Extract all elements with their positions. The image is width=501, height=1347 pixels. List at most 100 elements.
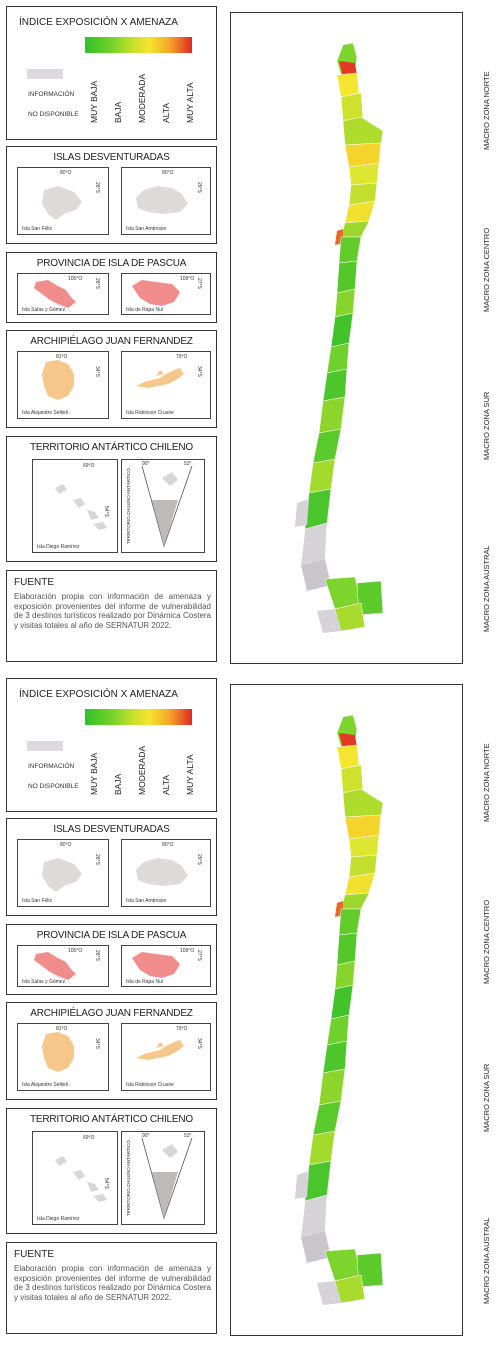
fuente-title: FUENTE	[14, 577, 54, 588]
inset-salas-y-gomez: 105°O 26°S Isla Salas y Gómez	[17, 273, 109, 315]
lon-tick: 69°O	[83, 463, 95, 469]
zone-label-centro: MACRO ZONA CENTRO	[482, 899, 491, 984]
territorio-antartico-sector	[141, 1137, 193, 1220]
zone-label-sur: MACRO ZONA SUR	[482, 391, 491, 460]
chile-map	[295, 42, 384, 633]
inset-rapa-nui: 109°O 27°S Isla de Rapa Nui	[121, 273, 211, 315]
inset-diego-ramirez: 69°O 54°S Isla Diego Ramírez	[32, 459, 118, 553]
region-ohiggins	[330, 984, 354, 1020]
inset-caption: Isla San Félix	[22, 898, 53, 904]
lon-tick: 80°O	[60, 170, 72, 176]
region-magallanes-nodata	[301, 1231, 331, 1263]
class-label-muy-baja: MUY BAJA	[89, 752, 99, 795]
region-magallanes-s	[334, 1274, 366, 1304]
alejandro-selkirk-shape	[42, 360, 74, 400]
chile-map	[295, 714, 384, 1305]
lon-tick: 80°O	[162, 170, 174, 176]
lat-tick: 34°S	[196, 1038, 202, 1049]
zone-label-austral: MACRO ZONA AUSTRAL	[482, 545, 491, 632]
inset-caption: Isla San Ambrosio	[126, 226, 167, 232]
map-panel: ÍNDICE EXPOSICIÓN X AMENAZA INFORMACIÓN …	[0, 672, 501, 1344]
san-ambrosio-shape	[136, 186, 188, 214]
juan-fernandez-box: ARCHIPIÉLAGO JUAN FERNANDEZ 81°O 34°S Is…	[6, 1002, 217, 1100]
inset-san-felix: 80°O 26°S Isla San Félix	[17, 167, 109, 235]
inset-caption: Isla Alejandro Selkirk	[22, 1082, 69, 1088]
region-chiloe-nodata	[295, 499, 309, 527]
region-araucania	[318, 396, 346, 434]
lon-tick: 105°O	[68, 948, 83, 954]
fuente-text: Elaboración propia con información de am…	[14, 592, 211, 630]
inset-caption: Isla Diego Ramírez	[37, 1216, 80, 1222]
rapa-nui-shape	[132, 280, 180, 306]
region-santiago	[334, 288, 356, 318]
territorio-antartico-sector	[141, 465, 193, 548]
diego-ramirez-shape	[55, 1156, 107, 1202]
class-label-muy-alta: MUY ALTA	[185, 754, 195, 795]
region-tarapaca	[336, 72, 360, 98]
fuente-title: FUENTE	[14, 1249, 54, 1260]
lon-tick-left: 90°	[142, 461, 150, 467]
antartico-box: TERRITORIO ANTÁRTICO CHILENO 69°O 54°S I…	[6, 1108, 217, 1234]
zone-label-centro: MACRO ZONA CENTRO	[482, 227, 491, 312]
lat-tick: 54°S	[103, 1178, 109, 1189]
fuente-box: FUENTE Elaboración propia con informació…	[6, 570, 217, 662]
lon-tick: 109°O	[180, 276, 195, 282]
lon-tick-right: 53°	[184, 1133, 192, 1139]
lon-tick: 80°O	[60, 842, 72, 848]
lon-tick: 80°O	[162, 842, 174, 848]
diego-ramirez-shape	[55, 484, 107, 530]
region-arica-coast	[339, 61, 357, 77]
lat-tick: 26°S	[94, 950, 100, 961]
region-aysen-nodata	[300, 1194, 328, 1238]
region-santiago	[334, 960, 356, 990]
class-label-baja: BAJA	[113, 773, 123, 795]
class-label-moderada: MODERADA	[137, 73, 147, 123]
inset-caption: Isla San Félix	[22, 226, 53, 232]
san-ambrosio-shape	[136, 858, 188, 886]
no-data-swatch	[27, 741, 63, 751]
salas-y-gomez-shape	[34, 280, 76, 308]
region-biobio	[322, 368, 348, 402]
legend-box: ÍNDICE EXPOSICIÓN X AMENAZA INFORMACIÓN …	[6, 6, 217, 140]
pascua-title: PROVINCIA DE ISLA DE PASCUA	[36, 258, 187, 269]
lon-tick: 81°O	[56, 1026, 68, 1032]
inset-rapa-nui: 109°O 27°S Isla de Rapa Nui	[121, 945, 211, 987]
lat-tick: 27°S	[196, 278, 202, 289]
juan-fernandez-title: ARCHIPIÉLAGO JUAN FERNANDEZ	[30, 336, 193, 347]
legend-title: ÍNDICE EXPOSICIÓN X AMENAZA	[19, 689, 178, 700]
lon-tick: 69°O	[83, 1135, 95, 1141]
lat-tick: 34°S	[94, 1038, 100, 1049]
desventuradas-box: ISLAS DESVENTURADAS 80°O 26°S Isla San F…	[6, 146, 217, 244]
antartico-title: TERRITORIO ANTÁRTICO CHILENO	[30, 1114, 193, 1125]
juan-fernandez-box: ARCHIPIÉLAGO JUAN FERNANDEZ 81°O 34°S Is…	[6, 330, 217, 428]
region-coquimbo-n	[340, 220, 370, 238]
region-magallanes-nodata	[301, 559, 331, 591]
map-panel: ÍNDICE EXPOSICIÓN X AMENAZA INFORMACIÓN …	[0, 0, 501, 672]
alejandro-selkirk-shape	[42, 1032, 74, 1072]
zone-label-norte: MACRO ZONA NORTE	[482, 71, 491, 150]
san-felix-shape	[42, 858, 82, 892]
region-araucania	[318, 1068, 346, 1106]
robinson-crusoe-shape	[136, 1040, 184, 1060]
inset-caption: Isla Salas y Gómez	[22, 979, 66, 985]
inset-territorio-antartico: 90° 53° TERRITORIO CHILENO ANTÁRTICO	[121, 1131, 205, 1225]
lat-tick: 34°S	[196, 366, 202, 377]
desventuradas-box: ISLAS DESVENTURADAS 80°O 26°S Isla San F…	[6, 818, 217, 916]
region-islands-nodata	[317, 609, 341, 633]
lon-tick: 81°O	[56, 354, 68, 360]
class-label-alta: ALTA	[161, 103, 171, 123]
inset-territorio-antartico: 90° 53° TERRITORIO CHILENO ANTÁRTICO	[121, 459, 205, 553]
lat-tick: 27°S	[196, 950, 202, 961]
inset-san-ambrosio: 80°O 26°S Isla San Ambrosio	[121, 839, 211, 907]
fuente-text: Elaboración propia con información de am…	[14, 1264, 211, 1302]
region-chiloe-nodata	[295, 1171, 309, 1199]
region-valparaiso	[336, 260, 358, 294]
region-los-rios	[312, 428, 342, 464]
region-coquimbo	[338, 908, 362, 936]
rapa-nui-shape	[132, 952, 180, 978]
class-label-alta: ALTA	[161, 775, 171, 795]
region-coquimbo-n	[340, 892, 370, 910]
lon-tick-right: 53°	[184, 461, 192, 467]
region-antofagasta-n	[342, 116, 384, 146]
inset-caption: Isla Diego Ramírez	[37, 544, 80, 550]
